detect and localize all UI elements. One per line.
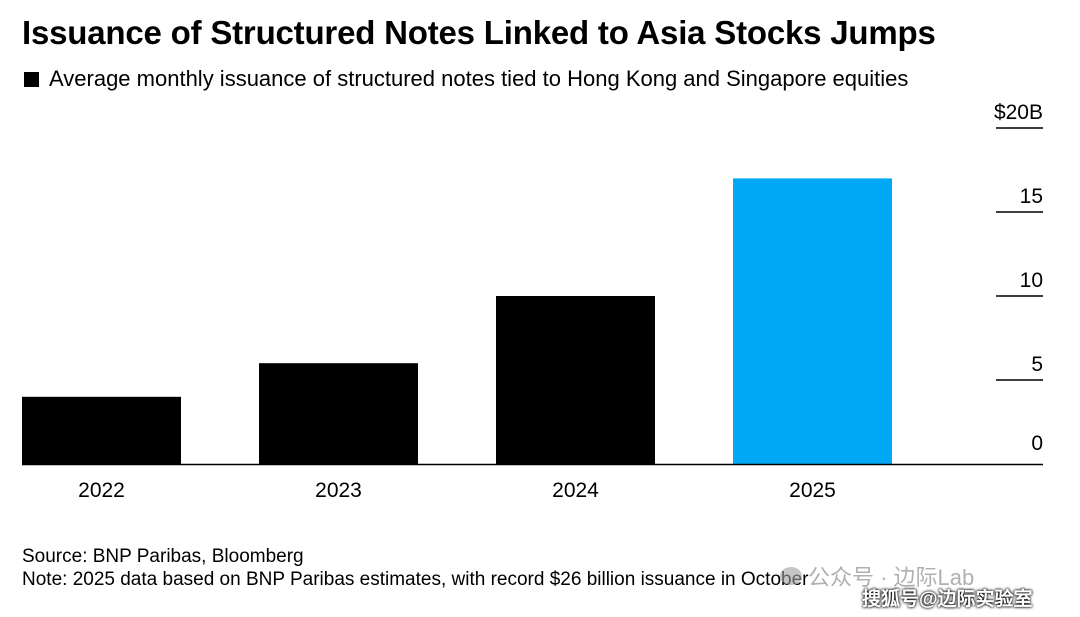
- bar-2022: [22, 396, 181, 464]
- legend-swatch: [24, 71, 39, 87]
- bar-2024: [496, 296, 655, 464]
- watermark-text: 公众号 · 边际Lab: [808, 565, 975, 590]
- x-tick-label: 2024: [552, 479, 599, 502]
- watermark: 公众号 · 边际Lab: [780, 560, 974, 592]
- x-tick-label: 2023: [315, 479, 362, 502]
- x-tick-label: 2025: [789, 479, 836, 502]
- bar-2025: [733, 178, 892, 464]
- bar-2023: [259, 363, 418, 464]
- y-tick-label: $20B: [994, 101, 1043, 124]
- watermark-overlay: 搜狐号@边际实验室: [862, 589, 1033, 610]
- legend-label: Average monthly issuance of structured n…: [49, 66, 909, 91]
- y-tick-label: 0: [1031, 432, 1043, 455]
- y-tick-label: 10: [1020, 269, 1043, 292]
- legend: Average monthly issuance of structured n…: [24, 66, 908, 92]
- footnote: Note: 2025 data based on BNP Paribas est…: [22, 569, 809, 590]
- y-tick-label: 5: [1031, 353, 1043, 376]
- x-tick-label: 2022: [78, 479, 125, 502]
- bar-chart: 2022 2023 2024 2025 0 5 10 15 $20B: [22, 101, 1043, 502]
- y-tick-label: 15: [1020, 185, 1043, 208]
- wechat-icon: [780, 567, 802, 585]
- source-note: Source: BNP Paribas, Bloomberg: [22, 546, 304, 567]
- chart-title: Issuance of Structured Notes Linked to A…: [22, 14, 936, 51]
